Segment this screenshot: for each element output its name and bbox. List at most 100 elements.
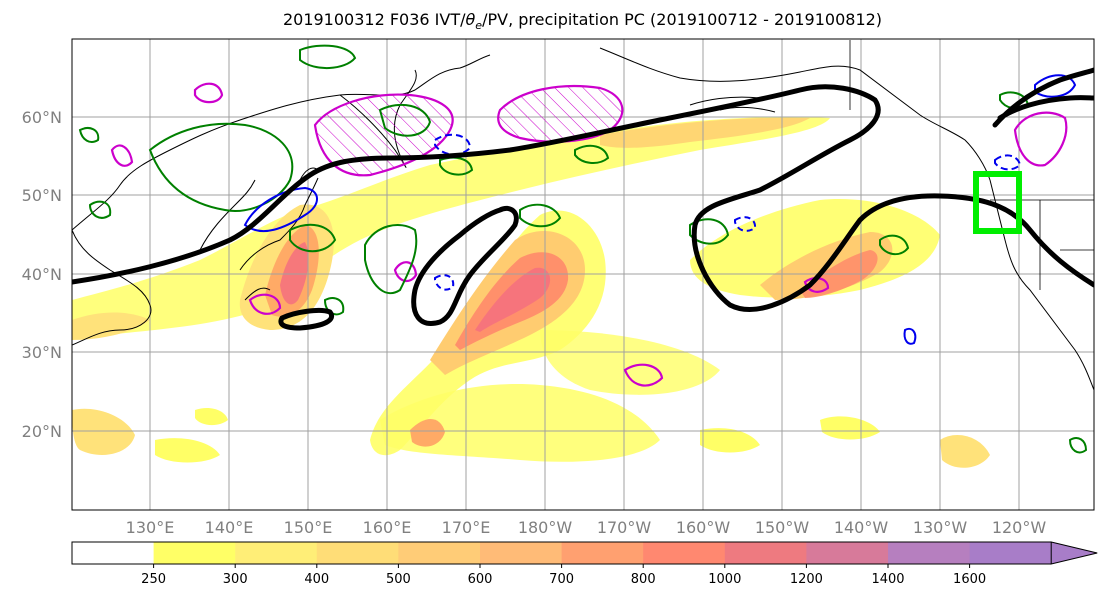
lon-label: 180°W: [518, 518, 573, 537]
lon-label: 140°W: [834, 518, 889, 537]
green-14: [574, 144, 610, 164]
colorbar-segment: [561, 542, 644, 564]
blue-dashed-1: [434, 133, 472, 156]
region-box: [973, 171, 1022, 234]
green-7: [879, 234, 910, 256]
lon-label: 170°W: [597, 518, 652, 537]
green-5: [519, 203, 562, 228]
ivt-patch-5: [72, 312, 150, 340]
coast-korea: [199, 179, 256, 251]
colorbar: 250 300 400 500 600 700 800 1000 1200 1400 1600: [71, 541, 1098, 587]
colorbar-label: 1200: [790, 572, 823, 587]
blue-2: [1034, 74, 1077, 98]
green-3: [378, 103, 432, 137]
colorbar-label: 1400: [871, 572, 904, 587]
pv-contour-small-2: [110, 144, 134, 167]
green-13: [1068, 437, 1088, 454]
colorbar-segment: [72, 542, 155, 564]
ivt-patch-east: [940, 435, 990, 468]
ivt-south-core: [410, 418, 445, 447]
coast-north-america: [989, 179, 1094, 391]
title-prefix: 2019100312 F036 IVT/: [282, 10, 466, 29]
colorbar-segment: [969, 542, 1052, 564]
pv-closed-small: [278, 307, 334, 331]
lat-label: 30°N: [22, 343, 62, 362]
colorbar-label: 1600: [953, 572, 986, 587]
colorbar-label: 1000: [708, 572, 741, 587]
lon-label: 130°W: [913, 518, 968, 537]
lat-label: 40°N: [22, 265, 62, 284]
green-10: [289, 223, 337, 253]
colorbar-segment: [643, 542, 726, 564]
lon-label: 150°E: [284, 518, 333, 537]
lon-label: 170°E: [442, 518, 491, 537]
pv-northeast: [992, 67, 1094, 128]
title-theta: θ: [465, 10, 476, 29]
colorbar-label: 400: [304, 572, 329, 587]
pv-contour-small-1: [193, 82, 224, 104]
green-4: [364, 224, 418, 295]
ivt-patch-1: [155, 438, 220, 463]
ivt-patch-3: [700, 428, 760, 453]
colorbar-segment: [806, 542, 889, 564]
green-2: [299, 44, 357, 70]
pv-contour-small-3: [393, 261, 418, 283]
lat-label: 60°N: [22, 108, 62, 127]
lon-labels: 130°E 140°E 150°E 160°E 170°E 180°W 170°…: [126, 518, 1047, 537]
lon-label: 150°W: [755, 518, 810, 537]
lon-label: 140°E: [205, 518, 254, 537]
ivt-patch-2: [195, 408, 228, 426]
map-content: [72, 39, 1094, 510]
colorbar-segment: [316, 542, 399, 564]
pv-contour-small-4: [248, 293, 282, 315]
coast-china: [72, 229, 152, 346]
colorbar-segment: [235, 542, 318, 564]
colorbar-label: 300: [223, 572, 248, 587]
blue-1: [243, 186, 318, 233]
figure-title: 2019100312 F036 IVT/θe/PV, precipitation…: [0, 10, 1105, 32]
lon-label: 130°E: [126, 518, 175, 537]
lat-labels: 60°N 50°N 40°N 30°N 20°N: [22, 108, 62, 441]
title-suffix: /PV, precipitation PC (2019100712 - 2019…: [482, 10, 883, 29]
pv-contour-small-5: [623, 363, 664, 387]
ivt-plume-japan-core: [280, 242, 309, 305]
lon-label: 160°E: [363, 518, 412, 537]
colorbar-extend-arrow: [1050, 541, 1098, 565]
lon-label: 160°W: [676, 518, 731, 537]
blue-3: [903, 327, 917, 345]
ivt-patch-4: [820, 416, 880, 440]
lon-label: 120°W: [992, 518, 1047, 537]
map-panel: [71, 38, 1095, 511]
colorbar-label: 600: [468, 572, 493, 587]
title-sub: e: [475, 19, 483, 33]
colorbar-label: 700: [549, 572, 574, 587]
colorbar-segment: [398, 542, 481, 564]
green-8: [88, 200, 112, 219]
ivt-south-band: [380, 384, 660, 462]
pv-blue-contours: [243, 74, 1077, 345]
pv-contour-east: [1013, 111, 1068, 167]
coast-asia-north: [72, 40, 491, 231]
pv-black-contours: [72, 67, 1094, 331]
colorbar-label: 500: [386, 572, 411, 587]
map-frame: [71, 38, 1095, 511]
lat-label: 50°N: [22, 186, 62, 205]
colorbar-segment: [153, 542, 236, 564]
coast-alaska: [599, 47, 991, 181]
colorbar-segment: [888, 542, 971, 564]
lat-label: 20°N: [22, 422, 62, 441]
ivt-plume-central-core: [475, 267, 551, 332]
ivt-patch-west: [72, 408, 135, 455]
green-1: [148, 122, 294, 212]
pv-contours: [110, 82, 1068, 387]
pv-main-contour: [72, 84, 1094, 312]
colorbar-segment: [724, 542, 807, 564]
colorbar-label: 800: [631, 572, 656, 587]
colorbar-label: 250: [141, 572, 166, 587]
ivt-band-north-core: [600, 117, 810, 148]
colorbar-segment: [480, 542, 563, 564]
green-9: [78, 127, 100, 143]
ivt-mid-band: [540, 330, 720, 395]
blue-dashed-4: [434, 274, 455, 291]
